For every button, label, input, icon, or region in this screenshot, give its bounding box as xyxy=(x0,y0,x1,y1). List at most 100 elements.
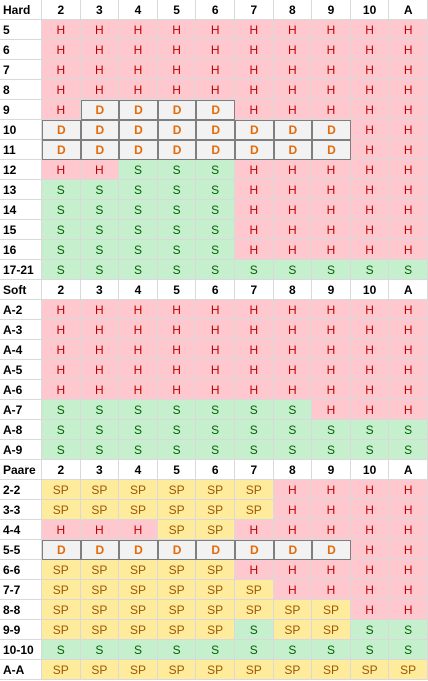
action-cell: SP xyxy=(119,600,158,620)
action-cell: H xyxy=(389,400,428,420)
action-cell: H xyxy=(234,300,274,320)
action-cell: S xyxy=(350,420,390,440)
action-cell: H xyxy=(42,40,81,60)
action-cell: H xyxy=(119,360,158,380)
action-cell: H xyxy=(273,200,313,220)
row-label: 5-5 xyxy=(0,540,42,560)
action-cell: S xyxy=(234,400,274,420)
action-cell: SP xyxy=(234,580,274,600)
action-cell: D xyxy=(196,140,235,160)
action-cell: SP xyxy=(119,660,158,680)
action-cell: S xyxy=(389,440,428,460)
action-cell: S xyxy=(42,200,81,220)
action-cell: H xyxy=(350,520,390,540)
section-label: Hard xyxy=(0,0,42,20)
action-cell: H xyxy=(350,580,390,600)
action-cell: H xyxy=(350,140,390,160)
action-cell: H xyxy=(196,20,235,40)
dealer-card: 3 xyxy=(80,0,120,20)
action-cell: H xyxy=(389,120,428,140)
action-cell: S xyxy=(119,200,158,220)
action-cell: S xyxy=(80,260,120,280)
action-cell: H xyxy=(42,100,81,120)
action-cell: H xyxy=(157,340,197,360)
action-cell: H xyxy=(157,300,197,320)
action-cell: H xyxy=(312,520,351,540)
action-cell: S xyxy=(350,640,390,660)
row-label: 13 xyxy=(0,180,42,200)
action-cell: S xyxy=(389,620,428,640)
row-label: 9 xyxy=(0,100,42,120)
action-cell: SP xyxy=(119,560,158,580)
action-cell: SP xyxy=(157,580,197,600)
action-cell: H xyxy=(234,380,274,400)
action-cell: H xyxy=(196,300,235,320)
action-cell: H xyxy=(350,80,390,100)
action-cell: H xyxy=(389,380,428,400)
action-cell: S xyxy=(196,240,235,260)
action-cell: H xyxy=(234,340,274,360)
action-cell: S xyxy=(196,160,235,180)
action-cell: H xyxy=(312,500,351,520)
section-label: Paare xyxy=(0,460,42,480)
action-cell: H xyxy=(312,480,351,500)
action-cell: H xyxy=(350,380,390,400)
action-cell: H xyxy=(273,60,313,80)
action-cell: D xyxy=(157,140,197,160)
action-cell: H xyxy=(42,380,81,400)
action-cell: SP xyxy=(273,620,313,640)
dealer-card: A xyxy=(389,460,428,480)
row-label: A-5 xyxy=(0,360,42,380)
action-cell: H xyxy=(42,320,81,340)
dealer-card: 4 xyxy=(119,460,158,480)
dealer-card: 10 xyxy=(350,280,390,300)
action-cell: S xyxy=(389,420,428,440)
row-label: 6 xyxy=(0,40,42,60)
action-cell: H xyxy=(273,480,313,500)
row-label: 17-21 xyxy=(0,260,42,280)
dealer-card: 2 xyxy=(42,280,81,300)
action-cell: S xyxy=(42,260,81,280)
action-cell: H xyxy=(312,160,351,180)
action-cell: H xyxy=(273,220,313,240)
action-cell: S xyxy=(273,400,313,420)
action-cell: H xyxy=(389,160,428,180)
action-cell: S xyxy=(80,420,120,440)
action-cell: S xyxy=(42,240,81,260)
action-cell: H xyxy=(389,340,428,360)
action-cell: D xyxy=(196,540,235,560)
action-cell: H xyxy=(389,520,428,540)
action-cell: S xyxy=(119,440,158,460)
action-cell: D xyxy=(119,120,158,140)
action-cell: SP xyxy=(42,500,81,520)
action-cell: SP xyxy=(80,620,120,640)
action-cell: SP xyxy=(157,660,197,680)
action-cell: S xyxy=(196,220,235,240)
row-label: 6-6 xyxy=(0,560,42,580)
action-cell: H xyxy=(350,600,390,620)
action-cell: H xyxy=(389,360,428,380)
action-cell: H xyxy=(350,160,390,180)
action-cell: SP xyxy=(157,620,197,640)
action-cell: S xyxy=(350,620,390,640)
action-cell: H xyxy=(234,200,274,220)
action-cell: SP xyxy=(157,500,197,520)
action-cell: H xyxy=(80,300,120,320)
action-cell: S xyxy=(196,420,235,440)
action-cell: H xyxy=(273,380,313,400)
action-cell: H xyxy=(273,160,313,180)
action-cell: D xyxy=(80,140,120,160)
action-cell: H xyxy=(80,80,120,100)
action-cell: H xyxy=(234,560,274,580)
action-cell: D xyxy=(157,100,197,120)
dealer-card: 3 xyxy=(80,460,120,480)
action-cell: H xyxy=(389,220,428,240)
action-cell: SP xyxy=(42,560,81,580)
action-cell: D xyxy=(312,540,351,560)
action-cell: H xyxy=(389,240,428,260)
action-cell: S xyxy=(157,180,197,200)
action-cell: H xyxy=(234,20,274,40)
action-cell: H xyxy=(312,20,351,40)
action-cell: D xyxy=(80,100,120,120)
action-cell: SP xyxy=(196,560,235,580)
